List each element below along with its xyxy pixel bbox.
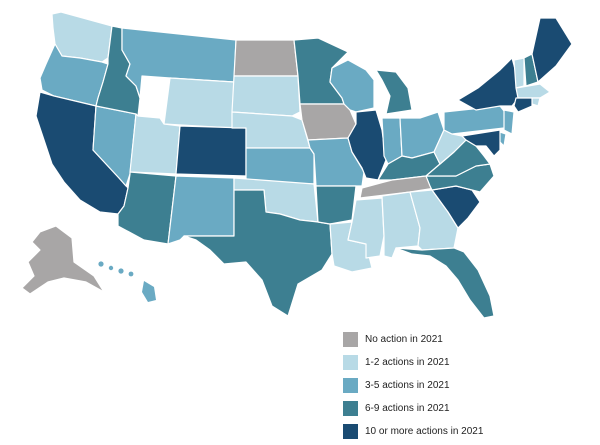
state-kansas [245, 147, 315, 185]
state-iowa [299, 103, 357, 141]
state-michigan [375, 69, 413, 115]
legend-label: No action in 2021 [365, 334, 443, 345]
legend-swatch [343, 355, 358, 370]
state-massachusetts [515, 83, 551, 99]
state-colorado [175, 125, 247, 177]
legend-swatch [343, 332, 358, 347]
legend-swatch [343, 424, 358, 439]
legend-label: 1-2 actions in 2021 [365, 357, 450, 368]
state-florida [395, 247, 495, 319]
state-connecticut [513, 97, 533, 113]
legend: No action in 2021 1-2 actions in 2021 3-… [343, 330, 483, 445]
legend-item-6-9-actions: 6-9 actions in 2021 [343, 399, 483, 418]
state-alaska [21, 225, 105, 295]
legend-label: 6-9 actions in 2021 [365, 403, 450, 414]
legend-item-3-5-actions: 3-5 actions in 2021 [343, 376, 483, 395]
legend-swatch [343, 401, 358, 416]
state-north-dakota [233, 39, 299, 77]
state-new-york [457, 57, 521, 111]
legend-swatch [343, 378, 358, 393]
us-choropleth-map [21, 11, 573, 319]
state-new-jersey [503, 109, 515, 135]
state-maryland [461, 129, 501, 157]
state-new-mexico [167, 175, 235, 245]
state-arkansas [315, 185, 357, 225]
state-wyoming [163, 77, 235, 129]
legend-item-no-action: No action in 2021 [343, 330, 483, 349]
state-rhode-island [531, 97, 541, 107]
state-maine [531, 17, 573, 83]
state-south-dakota [231, 75, 301, 117]
legend-item-10-plus-actions: 10 or more actions in 2021 [343, 422, 483, 441]
state-hawaii [98, 261, 156, 302]
legend-label: 10 or more actions in 2021 [365, 426, 484, 437]
state-illinois [347, 109, 387, 181]
state-texas [183, 189, 333, 317]
state-vermont [513, 57, 525, 89]
legend-item-1-2-actions: 1-2 actions in 2021 [343, 353, 483, 372]
legend-label: 3-5 actions in 2021 [365, 380, 450, 391]
